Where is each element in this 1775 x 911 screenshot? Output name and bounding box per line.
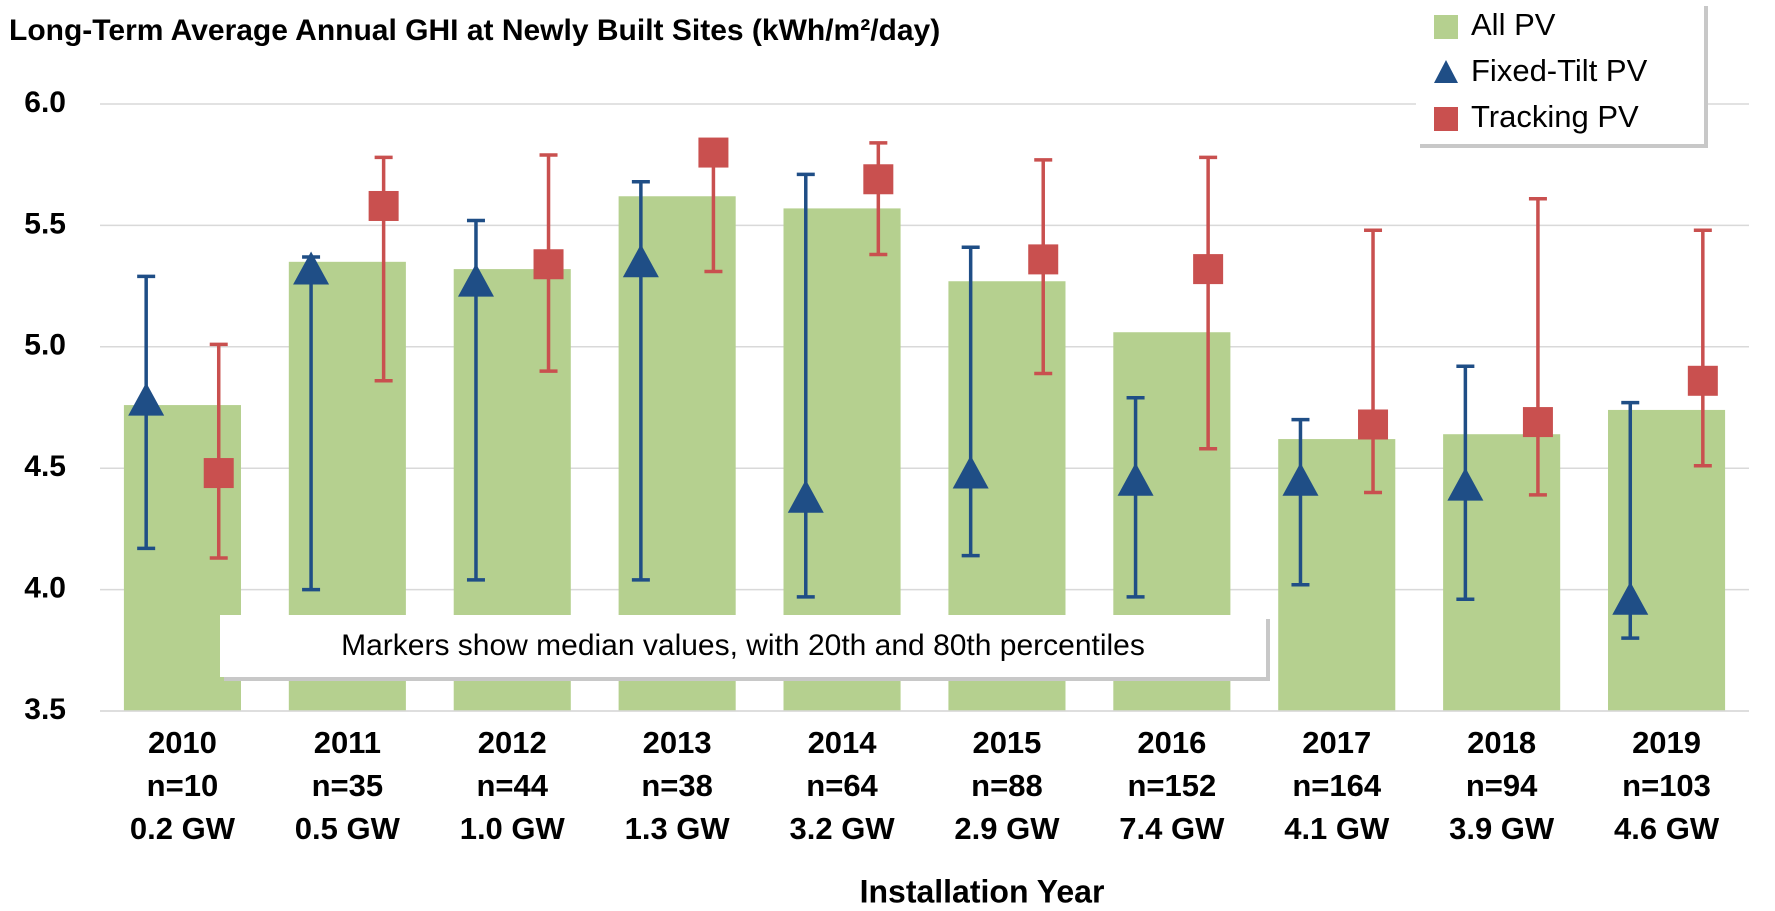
triangle-marker [952, 455, 989, 489]
error-bar [1528, 196, 1547, 497]
x-tick-label: 2012 [478, 725, 547, 760]
square-marker [698, 137, 729, 168]
annotation: Markers show median values, with 20th an… [341, 629, 1145, 662]
x-tick-capacity: 7.4 GW [1119, 811, 1225, 846]
y-tick-label: 3.5 [24, 693, 66, 726]
error-bar [961, 245, 980, 558]
square-marker [203, 458, 234, 489]
square-marker [1358, 409, 1389, 440]
y-tick-label: 4.5 [24, 450, 66, 483]
x-axis-title: Installation Year [860, 873, 1105, 909]
error-bar [209, 342, 228, 560]
x-tick-label: 2014 [808, 725, 878, 760]
triangle-marker [128, 382, 165, 416]
x-tick-label: 2013 [643, 725, 712, 760]
square-marker [1028, 244, 1059, 275]
error-bar [1199, 155, 1218, 451]
x-tick-sample-size: n=10 [147, 768, 219, 803]
error-bar [1364, 228, 1383, 495]
square-marker [1522, 407, 1553, 438]
triangle-marker [293, 251, 330, 285]
error-bar [869, 141, 888, 257]
x-tick-label: 2016 [1137, 725, 1206, 760]
bar [1608, 409, 1726, 711]
legend-swatch [1434, 60, 1458, 83]
square-marker [1193, 254, 1224, 285]
x-tick-sample-size: n=164 [1292, 768, 1382, 803]
triangle-marker [787, 479, 824, 513]
square-marker [368, 190, 399, 221]
triangle-marker [1117, 462, 1154, 496]
x-tick-label: 2010 [148, 725, 217, 760]
y-tick-label: 6.0 [24, 86, 66, 119]
x-tick-sample-size: n=38 [641, 768, 713, 803]
error-bar [796, 172, 815, 599]
legend-label: Fixed-Tilt PV [1471, 53, 1648, 88]
x-tick-sample-size: n=88 [971, 768, 1043, 803]
legend-label: All PV [1471, 7, 1556, 42]
x-tick-label: 2011 [314, 725, 381, 760]
x-tick-capacity: 1.3 GW [625, 811, 731, 846]
x-tick-sample-size: n=35 [312, 768, 384, 803]
triangle-marker [1282, 462, 1319, 496]
chart-title: Long-Term Average Annual GHI at Newly Bu… [9, 14, 940, 47]
legend-swatch [1434, 15, 1458, 39]
legend: All PV Fixed-Tilt PV Tracking PV [1416, 2, 1704, 144]
x-tick-capacity: 0.2 GW [130, 811, 236, 846]
error-bar [1291, 417, 1310, 587]
legend-label: Tracking PV [1471, 99, 1639, 134]
x-tick-sample-size: n=152 [1127, 768, 1216, 803]
triangle-marker [1447, 467, 1484, 501]
legend-swatch [1434, 107, 1458, 131]
error-bar [1126, 396, 1145, 599]
x-tick-label: 2015 [972, 725, 1041, 760]
y-tick-label: 4.0 [24, 572, 66, 605]
x-tick-sample-size: n=44 [476, 768, 548, 803]
y-tick-label: 5.5 [24, 207, 66, 240]
x-tick-sample-size: n=103 [1622, 768, 1711, 803]
legend-box [1416, 2, 1704, 144]
square-marker [863, 164, 894, 195]
triangle-marker [457, 263, 494, 297]
square-marker [533, 249, 564, 280]
x-tick-capacity: 3.2 GW [790, 811, 896, 846]
annotation-box [220, 615, 1266, 677]
x-tick-capacity: 2.9 GW [954, 811, 1060, 846]
triangle-marker [622, 244, 659, 278]
x-tick-capacity: 0.5 GW [295, 811, 401, 846]
y-tick-label: 5.0 [24, 329, 66, 362]
x-tick-sample-size: n=94 [1466, 768, 1538, 803]
x-tick-capacity: 3.9 GW [1449, 811, 1555, 846]
x-tick-label: 2018 [1467, 725, 1536, 760]
x-tick-capacity: 4.6 GW [1614, 811, 1720, 846]
triangle-marker [1612, 581, 1649, 615]
error-bar [1693, 228, 1712, 468]
square-marker [1687, 365, 1718, 396]
x-tick-capacity: 1.0 GW [460, 811, 566, 846]
bar [1443, 434, 1561, 711]
x-tick-sample-size: n=64 [806, 768, 878, 803]
x-tick-capacity: 4.1 GW [1284, 811, 1390, 846]
x-tick-label: 2019 [1632, 725, 1701, 760]
x-tick-label: 2017 [1302, 725, 1371, 760]
